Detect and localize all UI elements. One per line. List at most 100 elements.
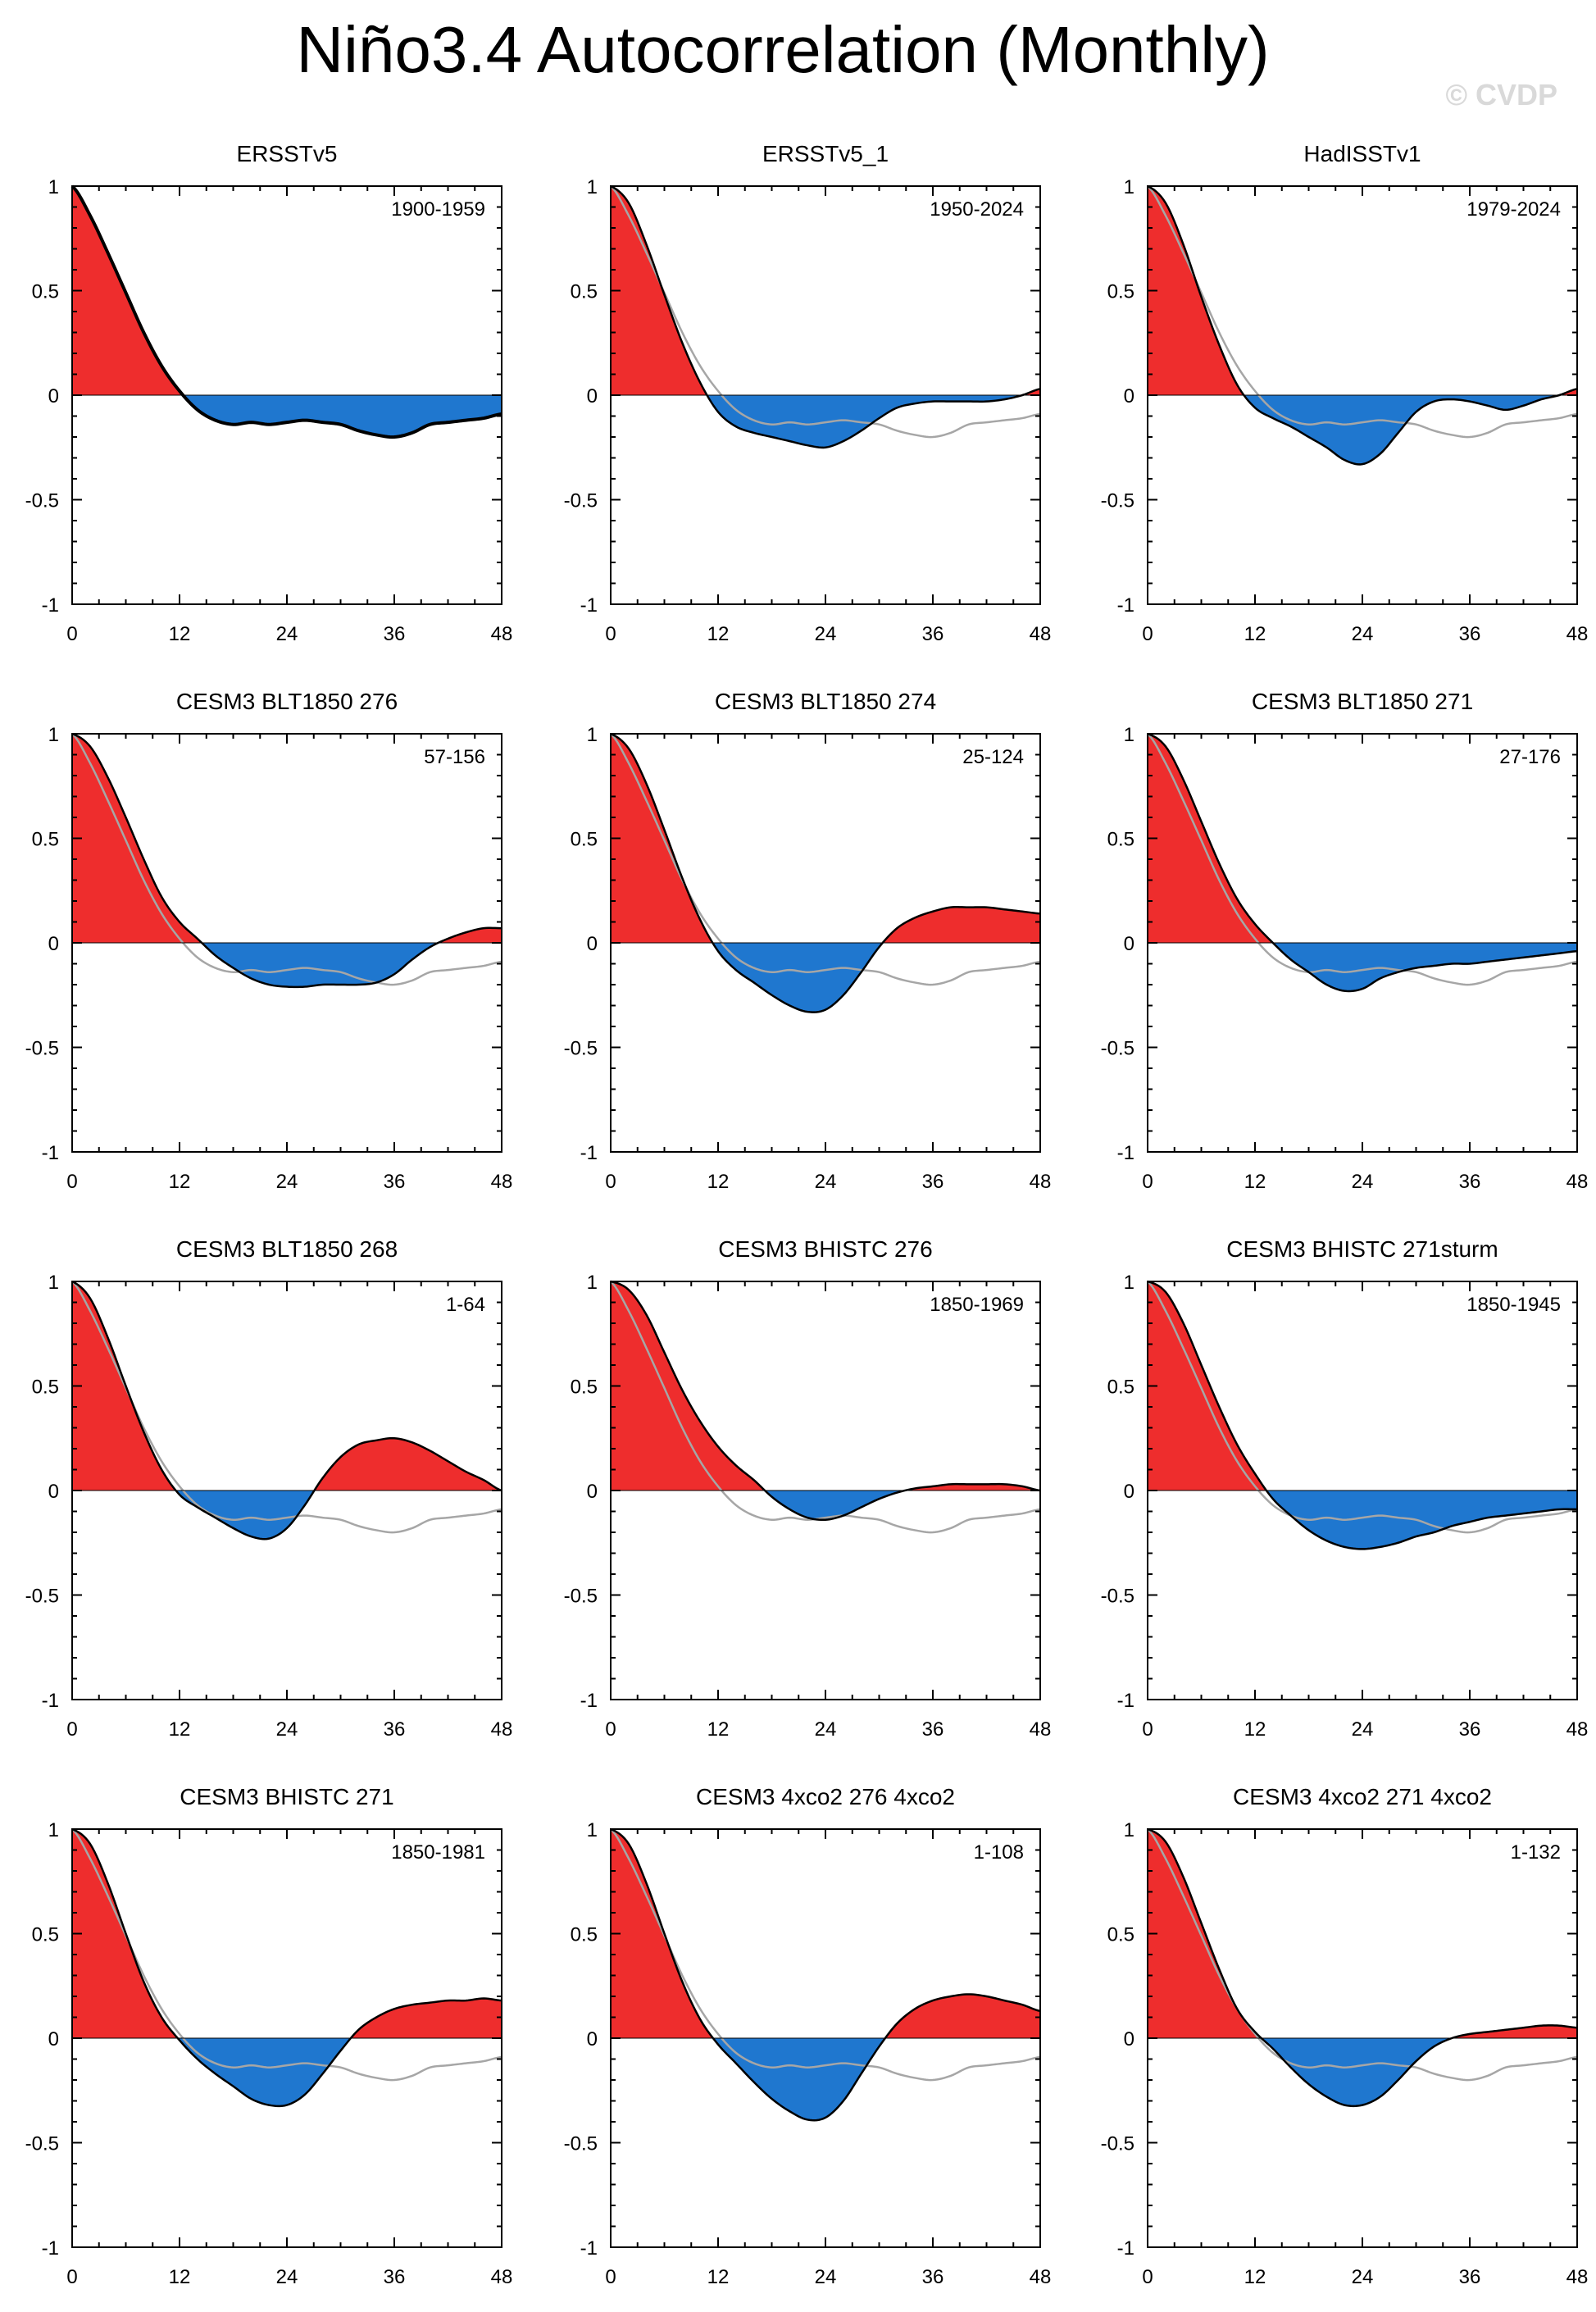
x-tick-label: 24 xyxy=(276,623,298,645)
autocorrelation-line xyxy=(1147,1827,1578,2108)
negative-area xyxy=(1148,943,1577,991)
y-tick-label: -1 xyxy=(580,1690,598,1712)
negative-area xyxy=(611,2038,1040,2121)
y-tick-label: 0 xyxy=(587,933,598,955)
chart-panel: CESM3 BLT1850 274 -1 -0.5 0 0.5 1 0 12 24 36 48 25-… xyxy=(564,689,1052,1193)
x-tick-label: 0 xyxy=(66,2266,77,2288)
x-tick-label: 36 xyxy=(1459,1171,1481,1193)
y-tick-label: -1 xyxy=(1117,594,1134,617)
y-tick-label: -1 xyxy=(42,594,59,617)
negative-area xyxy=(611,943,1040,1013)
panel-title: CESM3 BLT1850 276 xyxy=(176,689,398,714)
x-tick-label: 24 xyxy=(1352,623,1374,645)
reference-line xyxy=(1147,185,1578,439)
chart-panel: CESM3 4xco2 276 4xco2 -1 -0.5 0 0.5 1 0 12 24 36 4… xyxy=(564,1784,1052,2288)
y-tick-label: 1 xyxy=(48,1819,59,1841)
x-tick-label: 12 xyxy=(707,623,730,645)
page-title: Niño3.4 Autocorrelation (Monthly) xyxy=(296,13,1269,86)
y-tick-label: -1 xyxy=(42,2237,59,2260)
x-tick-label: 0 xyxy=(66,1171,77,1193)
y-tick-label: -0.5 xyxy=(1101,490,1134,512)
x-tick-label: 48 xyxy=(491,1171,513,1193)
period-label: 1-132 xyxy=(1511,1841,1561,1864)
period-label: 1850-1945 xyxy=(1466,1294,1561,1316)
panel-title: CESM3 BHISTC 271 xyxy=(180,1784,393,1809)
y-tick-label: -1 xyxy=(42,1142,59,1164)
x-tick-label: 48 xyxy=(1030,2266,1052,2288)
chart-panel: CESM3 BLT1850 271 -1 -0.5 0 0.5 1 0 12 24 36 48 27-… xyxy=(1101,689,1589,1193)
positive-area xyxy=(1148,734,1577,943)
y-tick-label: -0.5 xyxy=(1101,1038,1134,1060)
positive-area xyxy=(1148,1829,1577,2038)
x-tick-label: 12 xyxy=(169,1171,191,1193)
autocorrelation-line xyxy=(1147,184,1578,466)
x-tick-label: 24 xyxy=(1352,1171,1374,1193)
x-tick-label: 12 xyxy=(169,1718,191,1741)
negative-area xyxy=(1148,395,1577,465)
panel-title: CESM3 BHISTC 271sturm xyxy=(1226,1236,1498,1262)
positive-area xyxy=(611,186,1040,395)
x-tick-label: 36 xyxy=(1459,2266,1481,2288)
autocorrelation-line xyxy=(1147,732,1578,993)
y-tick-label: -1 xyxy=(580,1142,598,1164)
period-label: 1-108 xyxy=(974,1841,1024,1864)
period-label: 1850-1981 xyxy=(391,1841,485,1864)
y-tick-label: 0.5 xyxy=(1107,829,1134,851)
negative-area xyxy=(72,2038,502,2106)
x-tick-label: 48 xyxy=(1030,623,1052,645)
y-tick-label: -0.5 xyxy=(25,2133,59,2155)
y-tick-label: 0 xyxy=(48,933,59,955)
x-tick-label: 0 xyxy=(605,623,616,645)
chart-panel: CESM3 BLT1850 276 -1 -0.5 0 0.5 1 0 12 24 36 48 57-… xyxy=(25,689,513,1193)
x-tick-label: 24 xyxy=(1352,2266,1374,2288)
x-tick-label: 12 xyxy=(1244,1718,1266,1741)
y-tick-label: 0 xyxy=(587,1481,598,1503)
y-tick-label: 1 xyxy=(587,176,598,198)
autocorrelation-line xyxy=(610,1280,1041,1522)
x-tick-label: 12 xyxy=(169,623,191,645)
x-tick-label: 48 xyxy=(491,1718,513,1741)
y-tick-label: -1 xyxy=(580,594,598,617)
y-tick-label: -0.5 xyxy=(25,1038,59,1060)
panel-title: HadISSTv1 xyxy=(1303,141,1421,166)
x-tick-label: 0 xyxy=(66,623,77,645)
y-tick-label: 0 xyxy=(48,2028,59,2050)
x-tick-label: 24 xyxy=(815,1171,837,1193)
panel-title: CESM3 4xco2 271 4xco2 xyxy=(1233,1784,1492,1809)
x-tick-label: 0 xyxy=(1142,623,1153,645)
panel-title: ERSSTv5_1 xyxy=(762,141,889,166)
y-tick-label: 1 xyxy=(48,1272,59,1294)
x-tick-label: 24 xyxy=(276,1171,298,1193)
y-tick-label: -0.5 xyxy=(1101,2133,1134,2155)
x-tick-label: 48 xyxy=(491,623,513,645)
y-tick-label: -0.5 xyxy=(564,1586,598,1608)
y-tick-label: -0.5 xyxy=(564,1038,598,1060)
x-tick-label: 48 xyxy=(1566,1171,1589,1193)
reference-line xyxy=(71,1828,502,2082)
y-tick-label: 0 xyxy=(1124,2028,1134,2050)
x-tick-label: 36 xyxy=(384,2266,406,2288)
negative-area xyxy=(1148,2038,1577,2106)
positive-area xyxy=(611,1281,1040,1491)
y-tick-label: 0.5 xyxy=(571,1924,598,1946)
negative-area xyxy=(1148,1491,1577,1550)
reference-line xyxy=(610,1281,1041,1534)
chart-panel: CESM3 BHISTC 276 -1 -0.5 0 0.5 1 0 12 24 36 48 1850… xyxy=(564,1236,1052,1741)
x-tick-label: 0 xyxy=(605,1171,616,1193)
autocorrelation-line xyxy=(71,1827,502,2108)
y-tick-label: -1 xyxy=(1117,1690,1134,1712)
x-tick-label: 36 xyxy=(384,623,406,645)
x-tick-label: 24 xyxy=(815,2266,837,2288)
positive-area xyxy=(72,186,502,395)
x-tick-label: 24 xyxy=(276,1718,298,1741)
period-label: 27-176 xyxy=(1499,746,1561,768)
panel-title: CESM3 4xco2 276 4xco2 xyxy=(696,1784,955,1809)
y-tick-label: 0 xyxy=(1124,933,1134,955)
x-tick-label: 12 xyxy=(707,1171,730,1193)
x-tick-label: 48 xyxy=(1030,1718,1052,1741)
positive-area xyxy=(72,1829,502,2038)
chart-panel: HadISSTv1 -1 -0.5 0 0.5 1 0 12 24 36 48 1979-2024 xyxy=(1101,141,1589,645)
reference-line xyxy=(610,185,1041,439)
positive-area xyxy=(611,1829,1040,2038)
